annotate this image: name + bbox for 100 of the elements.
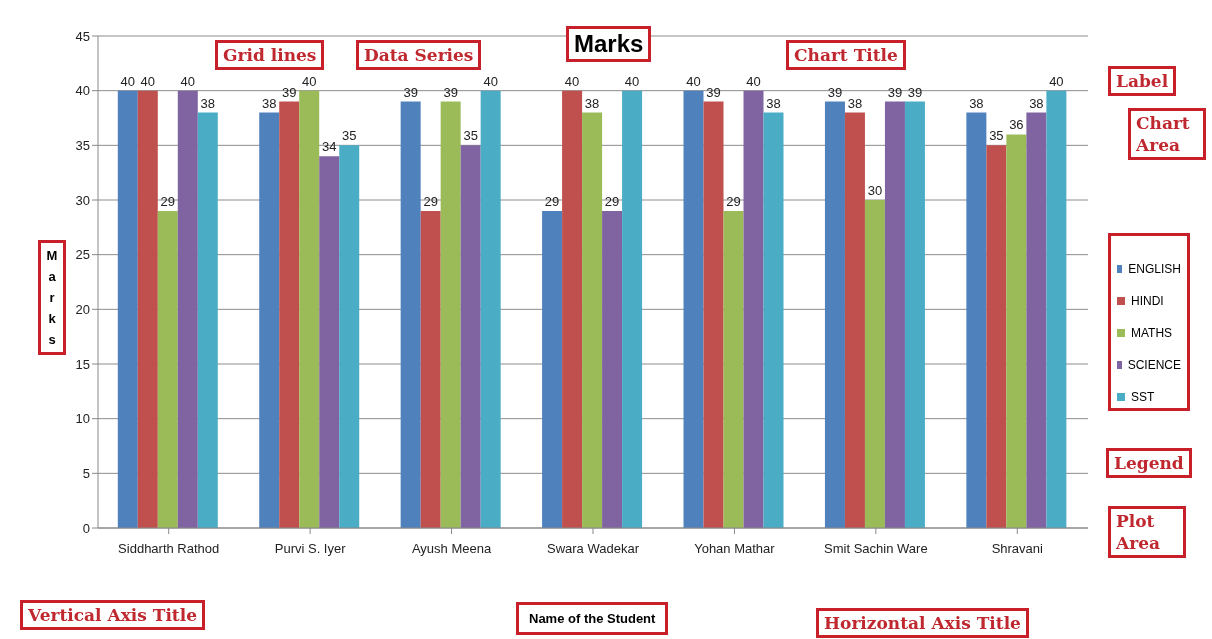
y-tick-label: 15 [75,356,90,372]
x-tick-label: Siddharth Rathod [118,541,220,557]
data-label: 38 [969,95,984,111]
text: Horizontal Axis Title [816,608,1029,638]
bar [259,112,280,528]
data-label: 39 [403,84,418,100]
data-label: 35 [989,128,1004,144]
bar [319,156,340,528]
data-label: 39 [281,84,297,100]
bar [743,90,764,528]
data-label: 39 [443,84,458,100]
bar [824,101,845,528]
y-tick-label: 40 [75,83,90,99]
data-label: 38 [584,95,600,111]
x-tick-label: Smit Sachin Ware [824,541,928,557]
text: Label [1108,66,1177,96]
data-label: 29 [726,193,741,209]
x-tick-label: Shravani [991,541,1044,557]
bar [1006,134,1027,528]
data-label: 38 [766,95,781,111]
data-label: 40 [1049,73,1064,89]
data-label: 35 [341,128,357,144]
data-label: 40 [686,73,701,89]
x-tick-label: Ayush Meena [411,541,492,557]
text: Vertical Axis Title [20,600,205,630]
data-label: 39 [827,84,843,100]
bar [864,200,885,528]
data-label: 29 [160,193,176,209]
bar [117,90,138,528]
text: Plot Area [1108,506,1186,558]
data-label: 34 [321,139,337,155]
x-tick-label: Yohan Mathar [694,541,776,557]
annotation: Grid lines [215,40,325,70]
data-label: 29 [604,193,620,209]
data-label: 39 [887,84,903,100]
data-label: 29 [544,193,560,209]
bar [1046,90,1067,528]
bar [480,90,501,528]
bar [582,112,603,528]
bar [420,210,441,528]
data-label: 38 [1029,95,1044,111]
bar [157,210,178,528]
bar [602,210,623,528]
bar [683,90,704,528]
bar [299,90,320,528]
bar [542,210,563,528]
bar [197,112,218,528]
legend-label: SCIENCE [1126,358,1181,372]
y-tick-label: 10 [75,411,90,427]
text: Legend [1106,448,1192,478]
legend-label: ENGLISH [1127,262,1181,276]
data-label: 38 [847,95,863,111]
bar [723,210,744,528]
data-label: 40 [120,73,136,89]
bar [904,101,925,528]
data-label: 40 [746,73,761,89]
y-axis-title: Marks [45,247,59,349]
bar [986,145,1007,528]
x-axis-title: Name of the Student [516,602,669,635]
text: Chart Area [1128,108,1206,160]
bar [400,101,421,528]
data-label: 40 [564,73,580,89]
bar [966,112,987,528]
data-label: 36 [1009,117,1024,133]
y-tick-label: 0 [82,520,90,536]
data-label: 40 [483,73,498,89]
bar [279,101,300,528]
data-label: 38 [261,95,277,111]
bar [1026,112,1047,528]
bar [177,90,198,528]
annotation: Chart Title [786,40,906,70]
legend-label: MATHS [1130,326,1174,340]
y-tick-label: 5 [82,465,90,481]
y-tick-label: 20 [75,301,90,317]
bar [703,101,724,528]
data-label: 40 [301,73,317,89]
data-label: 40 [180,73,196,89]
bar [562,90,583,528]
data-label: 39 [907,84,923,100]
data-label: 38 [200,95,216,111]
bar [844,112,865,528]
bar [622,90,643,528]
bar [137,90,158,528]
data-label: 29 [423,193,438,209]
y-tick-label: 30 [75,192,90,208]
y-tick-label: 25 [75,247,90,263]
x-tick-label: Purvi S. Iyer [274,541,347,557]
data-label: 40 [624,73,640,89]
y-tick-label: 45 [75,28,90,44]
legend-label: SST [1130,390,1156,404]
bar [884,101,905,528]
chart-title: Marks [566,26,652,62]
annotation: Data Series [356,40,482,70]
bar [763,112,784,528]
data-label: 35 [463,128,478,144]
data-label: 39 [706,84,721,100]
data-label: 40 [140,73,156,89]
y-tick-label: 35 [75,137,90,153]
x-tick-label: Swara Wadekar [547,541,640,557]
bar [460,145,481,528]
